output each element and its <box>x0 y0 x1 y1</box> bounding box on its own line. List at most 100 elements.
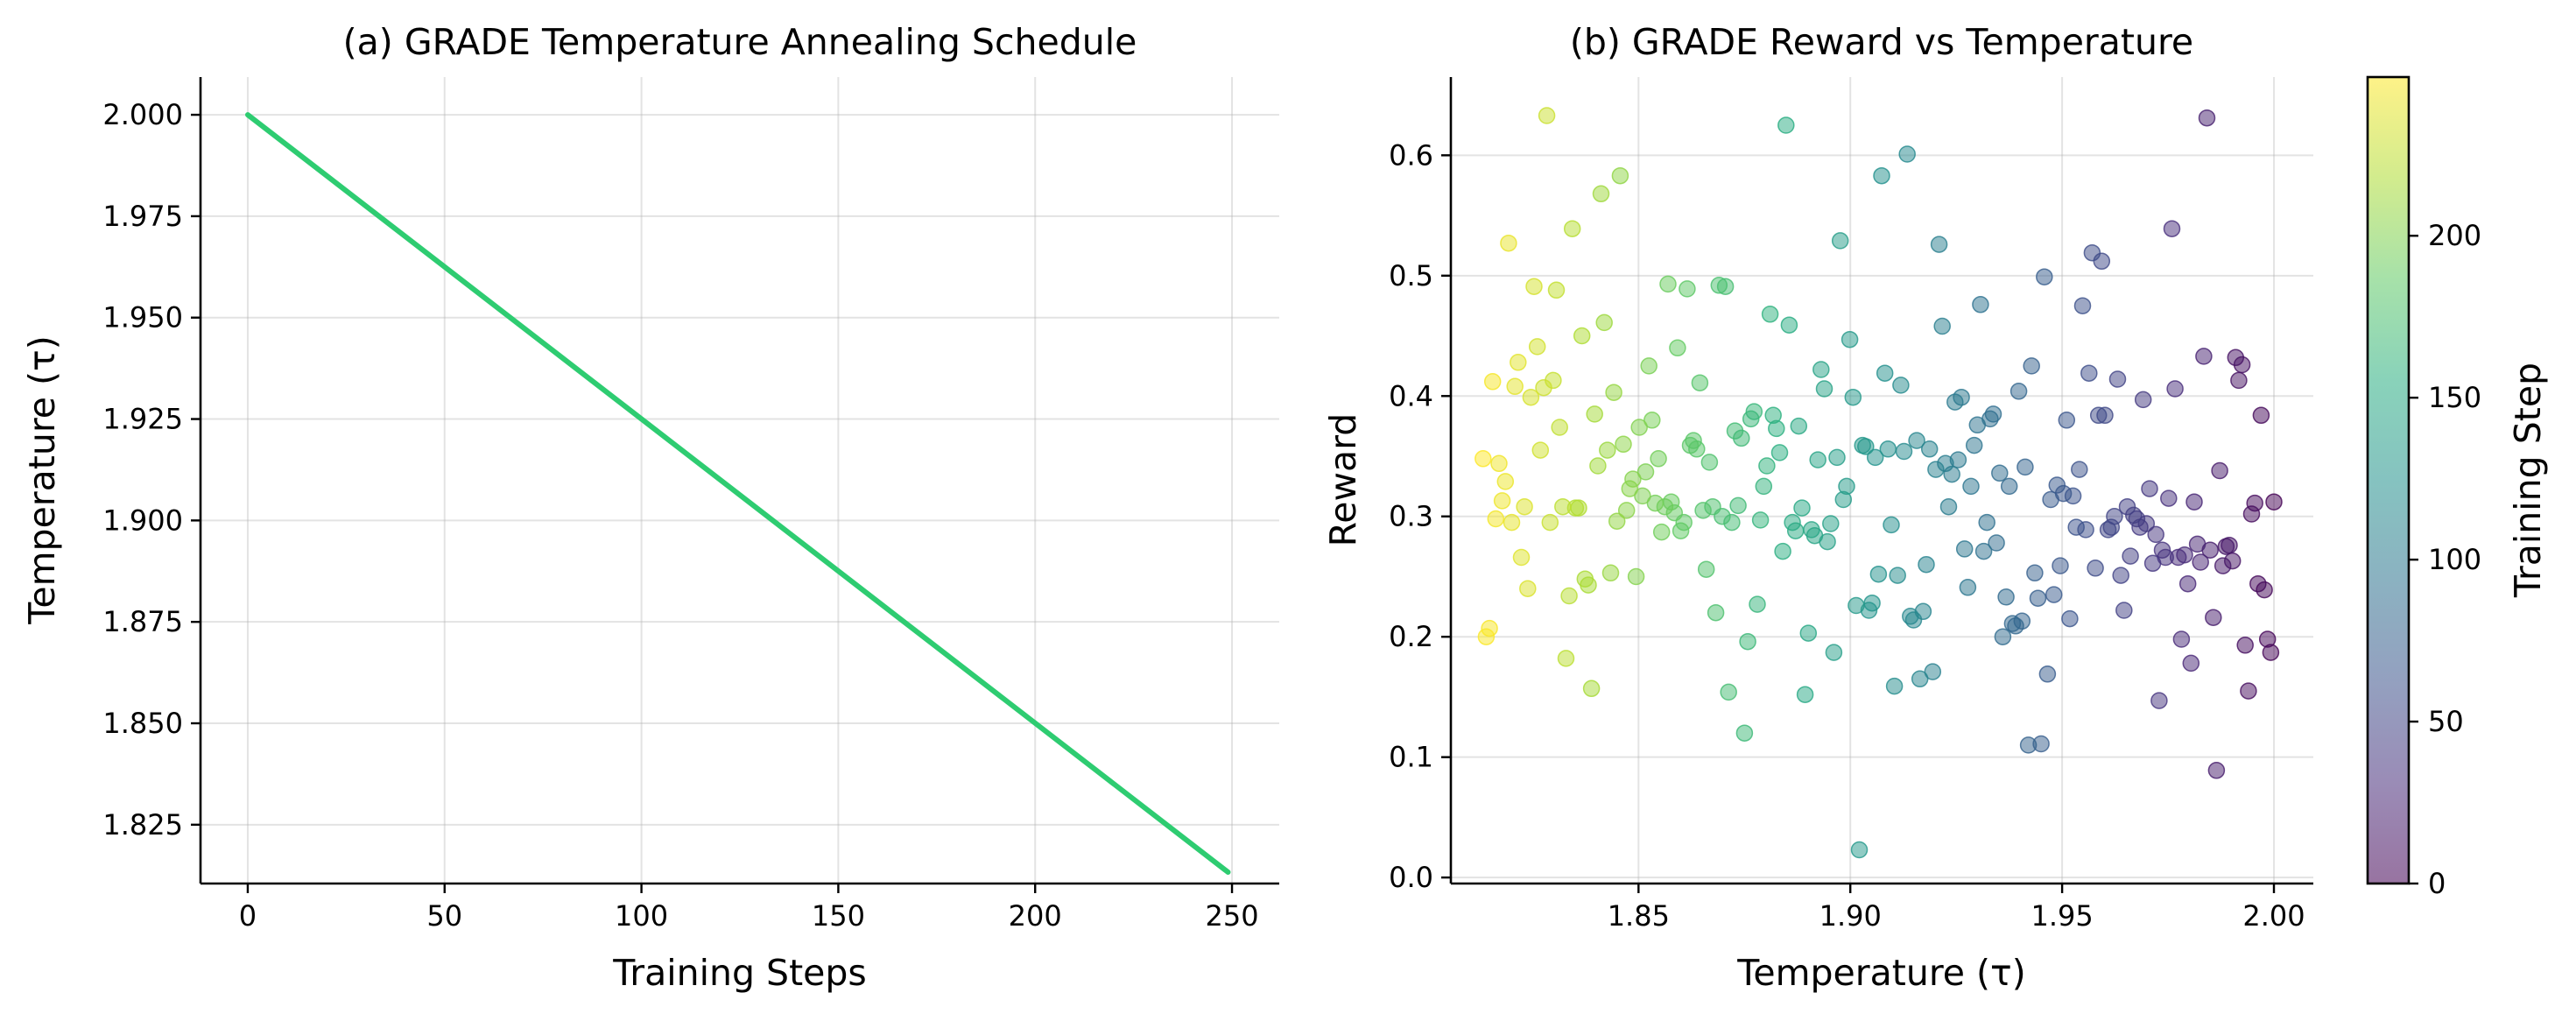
scatter-point <box>1796 686 1814 703</box>
scatter-point <box>2252 406 2270 425</box>
scatter-point <box>1946 393 1964 411</box>
scatter-point <box>1831 232 1849 250</box>
scatter-point <box>1503 513 1521 532</box>
scatter-point <box>1955 540 1974 558</box>
scatter-point <box>2185 493 2203 510</box>
panel-a-y-tick-label: 1.825 <box>102 808 183 841</box>
scatter-point <box>1608 512 1626 530</box>
scatter-point <box>1828 448 1846 467</box>
scatter-point <box>1700 454 1719 471</box>
panel-b-y-tick-label: 0.2 <box>1389 620 1433 653</box>
scatter-point <box>1640 357 1658 375</box>
scatter-point <box>1918 555 1935 574</box>
scatter-point <box>1720 683 1737 701</box>
scatter-point <box>1879 440 1897 458</box>
scatter-point <box>1541 513 1559 532</box>
scatter-point <box>1646 494 1665 512</box>
scatter-point <box>2023 357 2040 375</box>
scatter-point <box>1812 361 1830 378</box>
scatter-point <box>1679 280 1696 298</box>
scatter-point <box>1554 497 1572 516</box>
scatter-point <box>1876 364 1894 382</box>
scatter-point <box>1500 234 1517 252</box>
scatter-point <box>2003 615 2022 632</box>
scatter-point <box>1535 378 1552 397</box>
scatter-point <box>1959 579 1977 596</box>
scatter-point <box>2115 602 2133 619</box>
panel-a-y-ticks: 1.825 1.850 1.875 1.900 1.925 1.950 1.975 2.000 <box>102 98 201 841</box>
scatter-point <box>1841 330 1859 349</box>
scatter-point <box>1784 513 1801 532</box>
scatter-point <box>1611 166 1629 185</box>
scatter-point <box>1617 502 1636 519</box>
scatter-point <box>1634 487 1651 505</box>
scatter-point <box>1547 281 1566 299</box>
scatter-point <box>2217 538 2235 555</box>
scatter-point <box>1525 278 1543 295</box>
scatter-point <box>1994 628 2012 645</box>
scatter-point <box>2192 553 2209 571</box>
scatter-point <box>2249 574 2267 593</box>
panel-b-reward-vs-temperature: 1.85 1.90 1.95 2.00 0.0 0.1 0.2 0.3 0.4 0.5 0.6 (… <box>1322 21 2313 994</box>
scatter-point <box>1510 354 1527 371</box>
scatter-point <box>1742 410 1760 428</box>
panel-b-y-tick-label: 0.1 <box>1389 741 1433 774</box>
scatter-point <box>1988 534 2005 552</box>
scatter-point <box>1599 441 1616 459</box>
scatter-point <box>2182 654 2200 672</box>
scatter-point <box>1592 185 1610 203</box>
panel-a-x-tick-label: 250 <box>1206 899 1259 933</box>
scatter-point <box>1873 166 1890 185</box>
scatter-point <box>1898 145 1916 163</box>
scatter-point <box>1659 275 1677 293</box>
colorbar-gradient <box>2368 77 2409 884</box>
scatter-point <box>2143 554 2162 573</box>
panel-b-y-tick-label: 0.5 <box>1389 259 1433 292</box>
scatter-point <box>2083 243 2101 262</box>
scatter-point <box>1477 628 1496 645</box>
colorbar-ticks: 0 50 100 150 200 <box>2409 219 2481 900</box>
temperature-line <box>245 112 1231 875</box>
panel-a-x-ticks: 0 50 100 150 200 250 <box>239 884 1259 933</box>
scatter-point <box>1735 724 1754 742</box>
scatter-point <box>2026 564 2044 582</box>
scatter-point <box>1991 464 2009 482</box>
scatter-point <box>2058 412 2076 429</box>
panel-a-y-tick-label: 1.975 <box>102 200 183 233</box>
scatter-point <box>2214 557 2232 574</box>
panel-a-temperature-schedule: 0 50 100 150 200 250 1.825 1.850 1.875 1.900 1.92… <box>21 21 1279 994</box>
scatter-point <box>1997 588 2015 606</box>
colorbar-tick-label: 150 <box>2428 381 2481 414</box>
scatter-point <box>2099 521 2117 539</box>
panel-a-y-axis-label: Temperature (τ) <box>21 335 63 624</box>
scatter-point <box>1850 841 1869 859</box>
scatter-point <box>1615 435 1632 454</box>
scatter-point <box>1582 679 1601 698</box>
scatter-point <box>1911 670 1929 688</box>
scatter-point <box>2166 380 2184 398</box>
scatter-point <box>1531 441 1550 459</box>
scatter-point <box>2188 535 2206 553</box>
panel-a-x-tick-label: 100 <box>615 899 668 933</box>
scatter-point <box>1551 419 1568 436</box>
scatter-point <box>2172 630 2191 648</box>
scatter-point <box>1528 338 1546 356</box>
scatter-point <box>1573 327 1591 345</box>
scatter-point <box>2195 348 2213 365</box>
colorbar-tick-label: 50 <box>2428 705 2464 738</box>
scatter-point <box>1844 388 1862 406</box>
scatter-point <box>2036 268 2053 285</box>
scatter-point <box>1601 564 1620 582</box>
panel-b-x-tick-label: 1.95 <box>2031 899 2093 933</box>
panel-a-y-tick-label: 1.925 <box>102 403 183 436</box>
scatter-point <box>1650 450 1667 468</box>
scatter-point <box>1621 480 1639 497</box>
scatter-point <box>1493 492 1511 510</box>
scatter-point <box>1707 603 1725 622</box>
scatter-point <box>1799 624 1818 642</box>
panel-b-y-tick-label: 0.4 <box>1389 379 1433 412</box>
panel-b-scatter-points <box>1475 107 2283 859</box>
scatter-point <box>2150 692 2168 709</box>
scatter-point <box>1793 499 1811 517</box>
